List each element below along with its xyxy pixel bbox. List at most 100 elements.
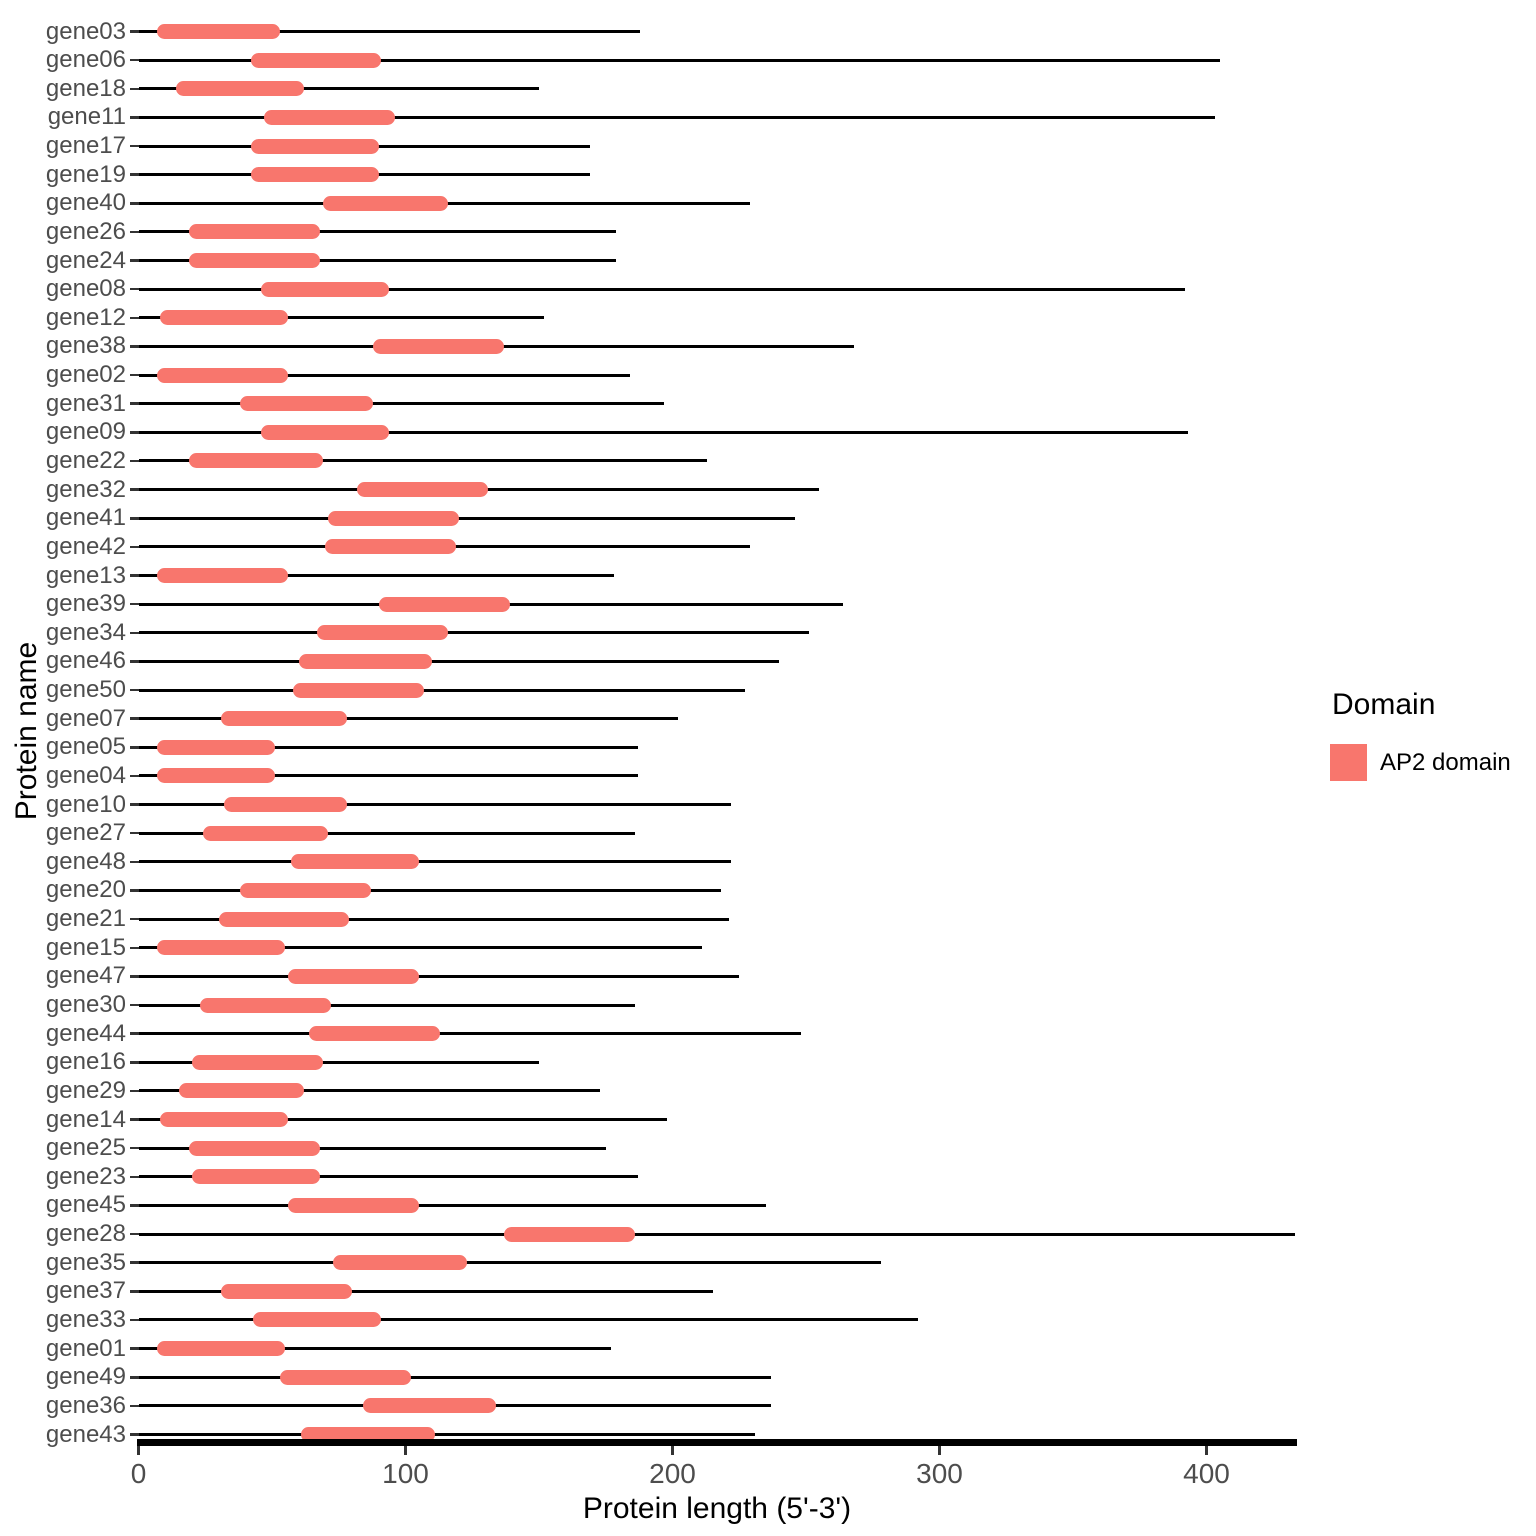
- y-tick-gene45: [130, 1204, 139, 1207]
- protein-length-line-gene16: [138, 1060, 539, 1064]
- domain-bar-gene33: [253, 1312, 382, 1328]
- x-tick-label-200: 200: [649, 1458, 696, 1489]
- domain-bar-gene11: [263, 109, 395, 125]
- y-axis-label-gene02: gene02: [45, 361, 126, 389]
- domain-bar-gene47: [288, 968, 419, 984]
- domain-bar-gene21: [218, 911, 350, 927]
- x-tick-label-0: 0: [130, 1458, 147, 1489]
- protein-length-line-gene26: [138, 230, 617, 234]
- y-tick-gene42: [130, 545, 139, 549]
- y-axis-label-gene36: gene36: [45, 1391, 126, 1419]
- y-axis-label-gene13: gene13: [45, 561, 126, 589]
- protein-length-line-gene10: [138, 803, 732, 807]
- x-tick-300: [938, 1446, 941, 1455]
- y-axis-label-gene05: gene05: [45, 733, 126, 761]
- protein-length-line-gene47: [138, 974, 740, 978]
- protein-length-line-gene25: [138, 1146, 606, 1150]
- y-axis-label-gene15: gene15: [45, 933, 126, 961]
- y-axis-label-gene45: gene45: [45, 1191, 126, 1219]
- y-tick-gene47: [130, 975, 139, 978]
- y-axis-label-gene09: gene09: [45, 418, 126, 446]
- y-axis-label-gene44: gene44: [45, 1019, 126, 1047]
- x-tick-400: [1205, 1446, 1208, 1455]
- protein-length-line-gene30: [138, 1003, 636, 1007]
- domain-bar-gene27: [202, 825, 329, 841]
- domain-bar-gene28: [504, 1226, 636, 1242]
- protein-length-line-gene43: [138, 1433, 756, 1437]
- domain-bar-gene24: [189, 253, 321, 269]
- domain-bar-gene39: [378, 596, 510, 612]
- protein-length-line-gene46: [138, 659, 780, 663]
- y-axis-title: Protein name: [10, 641, 43, 821]
- domain-bar-gene04: [157, 768, 275, 784]
- y-tick-gene24: [130, 259, 139, 262]
- domain-bar-gene16: [191, 1054, 323, 1070]
- y-axis-label-gene38: gene38: [45, 332, 126, 360]
- y-tick-gene22: [130, 459, 139, 463]
- y-tick-gene20: [130, 889, 139, 892]
- y-tick-gene23: [130, 1175, 139, 1179]
- x-tick-200: [671, 1446, 674, 1455]
- y-tick-gene01: [130, 1347, 139, 1350]
- y-axis-label-gene46: gene46: [45, 647, 126, 675]
- y-tick-gene49: [130, 1376, 139, 1379]
- domain-bar-gene22: [189, 453, 323, 469]
- y-axis-label-gene34: gene34: [45, 618, 126, 646]
- y-axis-label-gene42: gene42: [45, 532, 126, 560]
- y-axis-label-gene03: gene03: [45, 17, 126, 45]
- y-axis-label-gene11: gene11: [47, 103, 126, 131]
- protein-length-line-gene12: [138, 316, 545, 320]
- legend-swatch-ap2-domain: [1330, 744, 1367, 781]
- protein-length-line-gene23: [138, 1175, 638, 1179]
- y-axis-label-gene37: gene37: [45, 1277, 126, 1305]
- protein-length-line-gene21: [138, 917, 729, 921]
- domain-bar-gene34: [317, 625, 449, 641]
- y-axis-label-gene28: gene28: [45, 1220, 126, 1248]
- y-axis-label-gene18: gene18: [45, 74, 126, 102]
- protein-length-line-gene37: [138, 1289, 713, 1293]
- y-tick-gene15: [130, 946, 139, 949]
- domain-bar-gene43: [301, 1427, 435, 1443]
- y-tick-gene13: [130, 574, 139, 577]
- domain-bar-gene35: [333, 1255, 467, 1271]
- protein-length-line-gene04: [138, 774, 638, 778]
- domain-bar-gene42: [325, 539, 457, 555]
- legend-item: AP2 domain: [1330, 744, 1530, 781]
- domain-bar-gene36: [362, 1398, 497, 1414]
- domain-bar-gene06: [250, 52, 382, 68]
- y-axis-label-gene08: gene08: [45, 275, 126, 303]
- y-tick-gene02: [130, 373, 139, 377]
- domain-bar-gene45: [288, 1197, 419, 1213]
- domain-bar-gene09: [261, 424, 390, 440]
- protein-length-line-gene09: [138, 430, 1188, 434]
- protein-length-line-gene33: [138, 1318, 919, 1322]
- y-axis-label-gene48: gene48: [45, 847, 126, 875]
- domain-bar-gene23: [191, 1169, 321, 1185]
- y-axis-label-gene33: gene33: [45, 1305, 126, 1333]
- y-axis-label-gene23: gene23: [45, 1162, 126, 1190]
- x-tick-100: [404, 1446, 407, 1455]
- y-axis-label-gene19: gene19: [45, 160, 126, 188]
- y-tick-gene19: [130, 173, 139, 176]
- protein-length-line-gene29: [138, 1089, 601, 1093]
- y-tick-gene04: [130, 774, 139, 778]
- y-axis-label-gene32: gene32: [45, 475, 126, 503]
- domain-bar-gene30: [199, 997, 331, 1013]
- domain-bar-gene32: [357, 482, 489, 498]
- protein-length-line-gene11: [138, 115, 1215, 119]
- y-tick-gene43: [130, 1433, 139, 1436]
- y-axis-label-gene06: gene06: [45, 46, 126, 74]
- y-tick-gene09: [130, 431, 139, 434]
- protein-length-line-gene01: [138, 1347, 612, 1351]
- protein-length-line-gene02: [138, 373, 630, 377]
- protein-length-line-gene34: [138, 631, 809, 635]
- y-axis-label-gene40: gene40: [45, 189, 126, 217]
- x-axis-title: Protein length (5'-3'): [582, 1492, 852, 1525]
- y-tick-gene50: [130, 688, 139, 692]
- protein-length-line-gene50: [138, 688, 745, 692]
- y-tick-gene07: [130, 717, 139, 720]
- y-axis-label-gene50: gene50: [45, 676, 126, 704]
- y-tick-gene03: [130, 30, 139, 33]
- domain-bar-gene12: [159, 310, 289, 326]
